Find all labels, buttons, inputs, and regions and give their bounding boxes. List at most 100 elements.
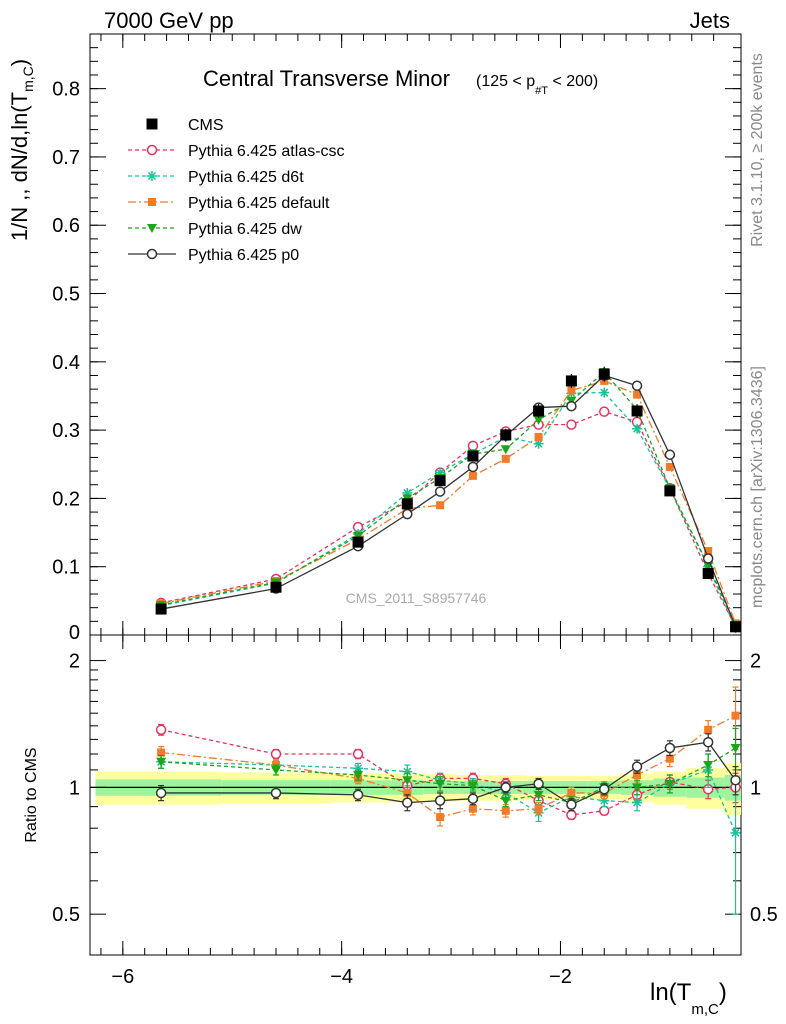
ratio-point: [468, 804, 477, 813]
data-point: [467, 450, 479, 462]
ratio-point: [467, 781, 478, 791]
ratio-line: [161, 747, 736, 804]
y-tick-label-main: 0.8: [52, 79, 80, 101]
ratio-point: [436, 813, 445, 822]
ratio-point: [731, 711, 740, 720]
ratio-point: [402, 776, 413, 786]
data-point: [533, 438, 544, 449]
ratio-point: [598, 805, 610, 817]
legend-label: Pythia 6.425 atlas-csc: [188, 143, 345, 160]
series-line: [161, 374, 737, 628]
side-source-label: mcplots.cern.ch [arXiv:1306.3436]: [749, 366, 766, 608]
ratio-point: [352, 789, 364, 801]
data-point: [702, 568, 714, 580]
series-line: [160, 380, 737, 624]
ratio-point: [703, 761, 714, 771]
y-tick-label-main: 0.2: [52, 488, 80, 510]
series-line: [160, 391, 737, 629]
star-stroke: [534, 439, 543, 448]
data-point: [533, 415, 544, 425]
legend-item-pythia-6-425-p0: Pythia 6.425 p0: [128, 247, 299, 264]
data-point: [704, 546, 713, 555]
ratio-pythia-6-425-default: [157, 686, 740, 827]
analysis-watermark: CMS_2011_S8957746: [346, 590, 487, 606]
ratio-point: [270, 787, 282, 799]
ratio-point: [352, 748, 364, 760]
data-point: [434, 486, 446, 497]
ratio-point: [157, 748, 166, 757]
data-point: [664, 485, 676, 497]
ratio-point: [402, 797, 413, 808]
y-tick-label-ratio: 0.5: [52, 904, 80, 926]
x-axis-label: ln(Tm,C): [650, 979, 727, 1018]
y-tick-label-main: 0.6: [52, 215, 80, 237]
ratio-line: [161, 761, 737, 834]
data-point: [567, 386, 576, 395]
y-tick-label-main: 0.1: [52, 557, 80, 579]
ratio-point: [353, 770, 364, 780]
legend-marker: [146, 118, 158, 130]
legend-marker: [146, 248, 158, 260]
data-point: [631, 405, 643, 417]
data-point: [270, 581, 282, 593]
star-stroke: [354, 764, 363, 773]
ratio-point: [664, 742, 676, 754]
header-process-label: Jets: [690, 8, 730, 33]
ratio-point: [730, 744, 741, 754]
ratio-point: [534, 804, 543, 813]
star-stroke: [600, 388, 609, 397]
star-stroke: [403, 767, 412, 776]
series-cms: [155, 366, 742, 633]
ratio-point: [665, 754, 674, 763]
data-point: [633, 390, 642, 399]
legend-label: Pythia 6.425 dw: [188, 221, 302, 238]
data-point: [402, 508, 413, 520]
data-point: [467, 440, 479, 452]
data-point: [665, 462, 674, 471]
star-stroke: [147, 171, 157, 181]
data-point: [664, 449, 676, 460]
y-axis-label-main: 1/N ,, dN/d,ln(Tm,C): [7, 59, 36, 241]
y-tick-label-ratio-right: 0.5: [750, 904, 778, 926]
ratio-point: [500, 796, 511, 806]
y-tick-label-main: 0.4: [52, 352, 80, 374]
legend-label: Pythia 6.425 default: [188, 195, 330, 212]
ratio-point: [403, 788, 412, 797]
y-axis-label-ratio: Ratio to CMS: [23, 747, 40, 842]
data-point: [468, 471, 477, 480]
y-tick-label-ratio-right: 2: [750, 651, 761, 673]
ratio-point: [704, 725, 713, 734]
legend-item-pythia-6-425-atlas-csc: Pythia 6.425 atlas-csc: [128, 143, 345, 160]
data-point: [631, 380, 643, 391]
ratio-point: [631, 761, 643, 772]
star-stroke: [731, 828, 740, 837]
ratio-point: [155, 724, 167, 736]
legend-marker: [147, 171, 157, 181]
data-point: [598, 406, 610, 417]
y-tick-label-main: 0.5: [52, 284, 80, 306]
legend-label: Pythia 6.425 d6t: [188, 169, 304, 186]
ratio-point: [500, 782, 512, 793]
legend-label: CMS: [188, 117, 224, 134]
data-point: [566, 400, 577, 412]
legend-label: Pythia 6.425 p0: [188, 247, 299, 264]
x-tick-label: −4: [330, 966, 353, 988]
data-point: [467, 461, 479, 473]
legend-marker: [147, 224, 157, 233]
legend-item-pythia-6-425-default: Pythia 6.425 default: [128, 195, 330, 212]
data-point: [702, 553, 714, 564]
chart-title: Central Transverse Minor: [203, 66, 450, 91]
data-point: [352, 536, 364, 548]
ratio-point: [566, 809, 577, 821]
ratio-point: [730, 774, 741, 786]
data-point: [353, 531, 364, 541]
ratio-point: [702, 736, 714, 748]
data-point: [599, 387, 610, 398]
x-tick-label: −6: [111, 966, 134, 988]
header-energy-label: 7000 GeV pp: [104, 8, 234, 33]
data-point: [730, 621, 742, 633]
ratio-point: [664, 779, 675, 789]
axis-ticks: −6 −4 −2 0 0.1 0.2 0.3 0.4 0.5 0.6 0.7 0.8 0.5 0.5 1 1 2…: [52, 34, 778, 988]
y-tick-label-ratio: 1: [69, 777, 80, 799]
ratio-uncertainty-bands: [95, 763, 741, 815]
